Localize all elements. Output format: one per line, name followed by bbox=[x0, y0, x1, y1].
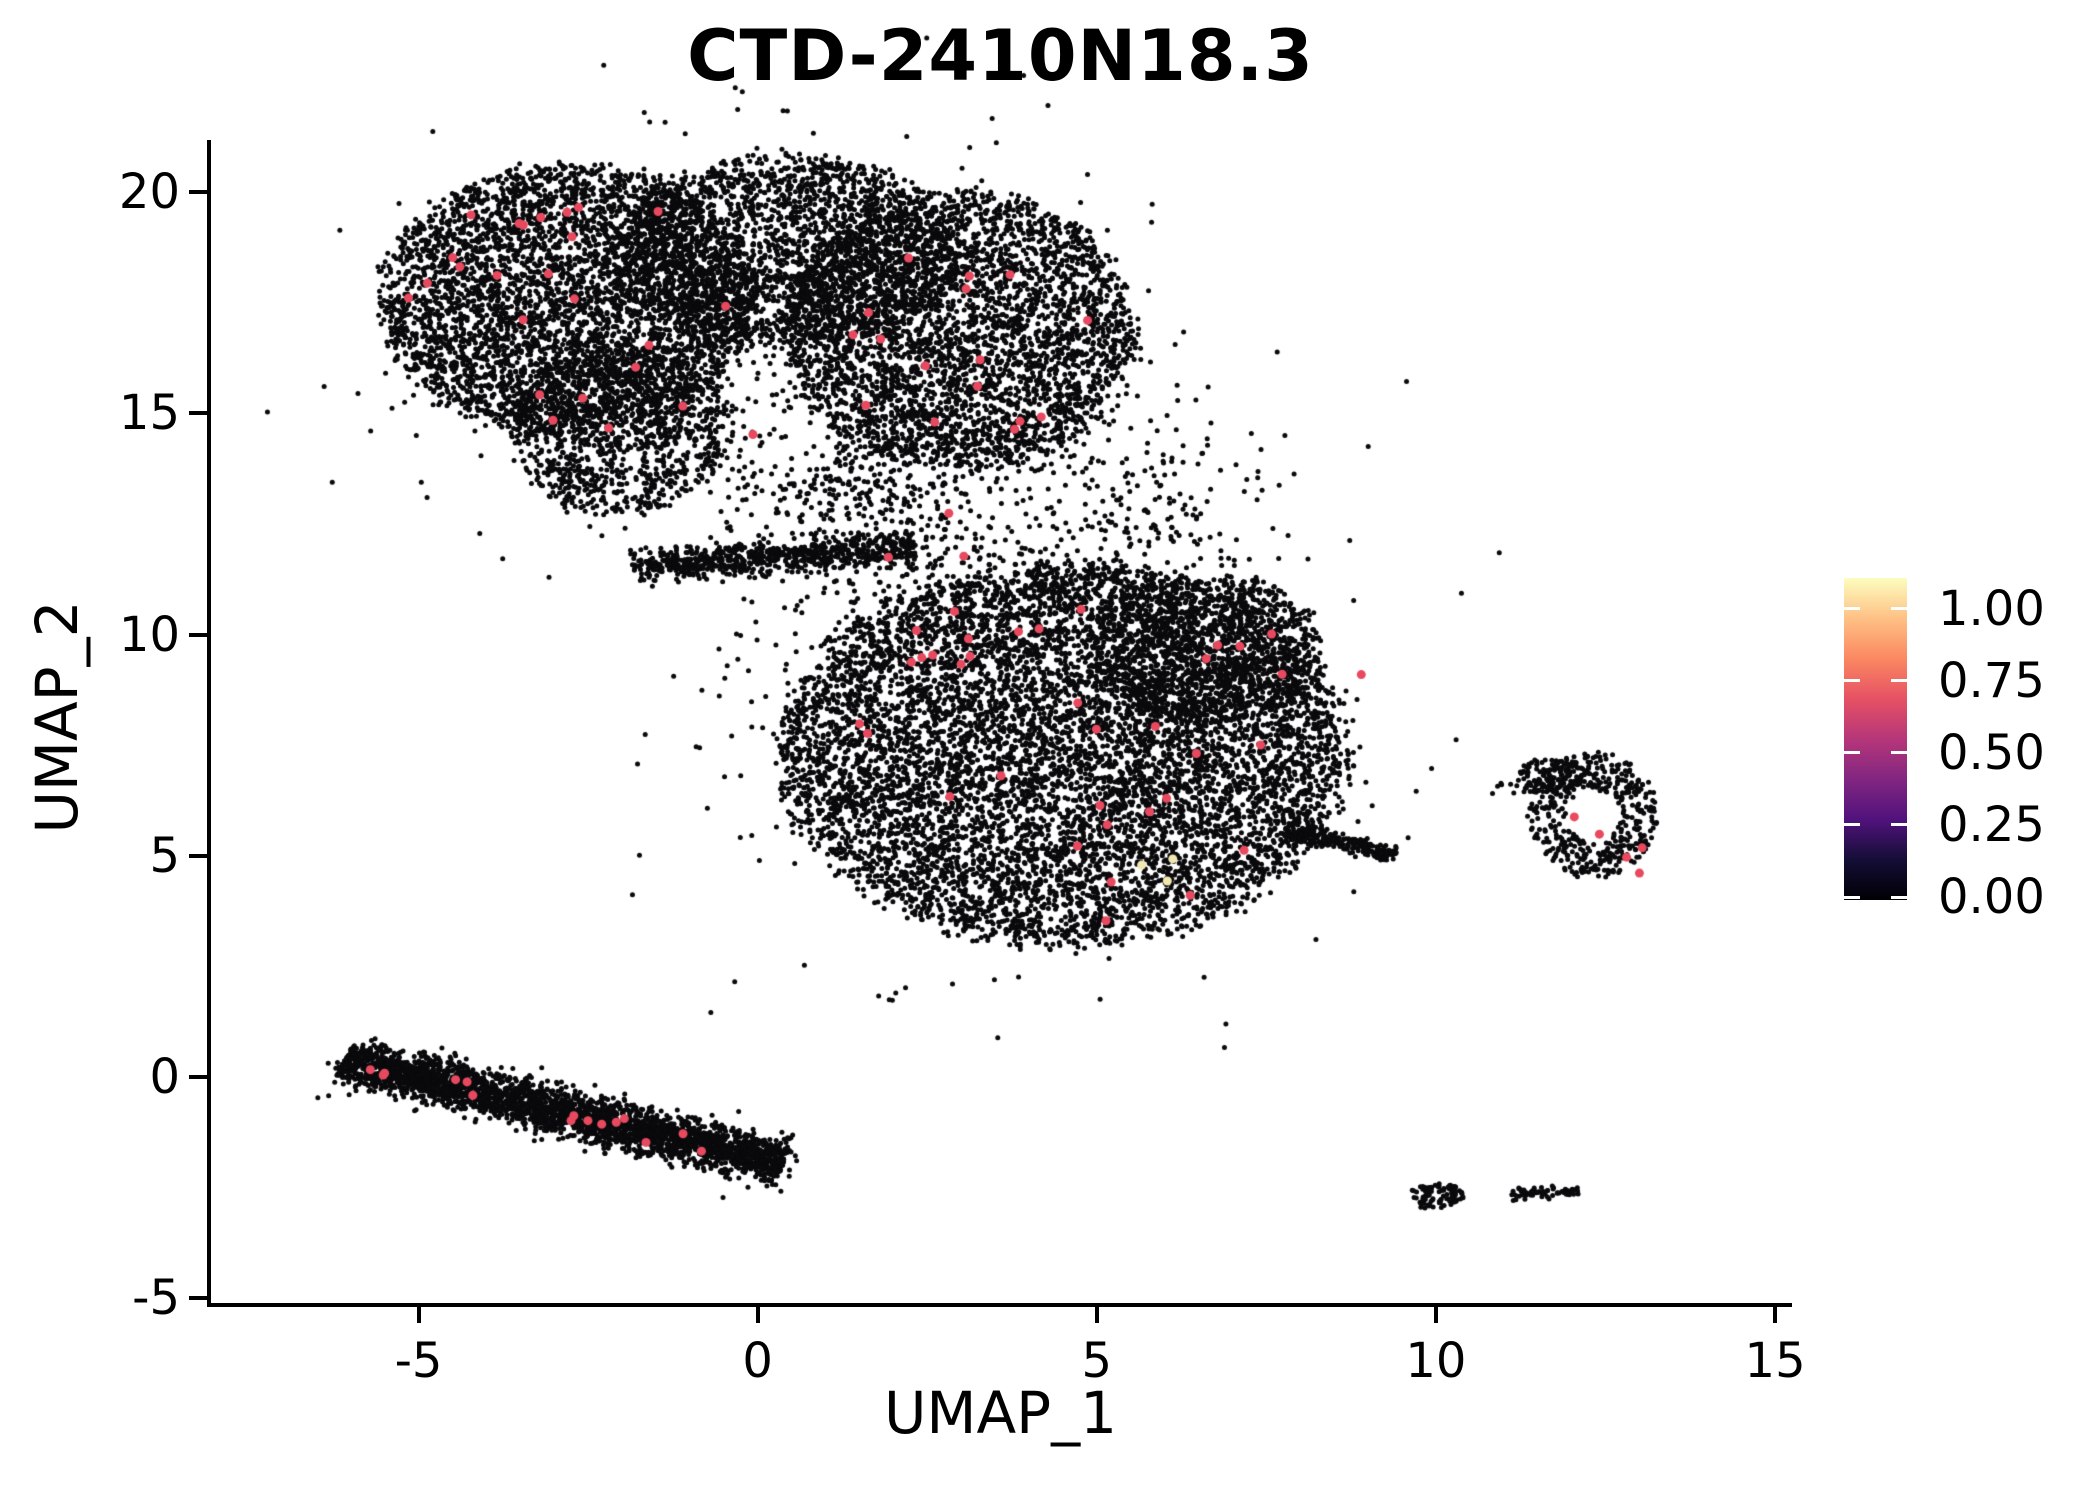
x-tick-mark bbox=[1433, 1305, 1438, 1323]
y-tick-label: 15 bbox=[118, 385, 180, 442]
colorbar-tick-mark bbox=[1891, 895, 1907, 899]
x-tick-label: 0 bbox=[742, 1333, 773, 1389]
x-axis-title: UMAP_1 bbox=[883, 1379, 1118, 1447]
x-axis-line bbox=[207, 1303, 1792, 1307]
y-tick-label: 20 bbox=[118, 164, 180, 220]
colorbar-tick-label: 0.75 bbox=[1938, 652, 2045, 709]
colorbar bbox=[1844, 578, 1907, 900]
colorbar-tick-label: 0.00 bbox=[1938, 869, 2045, 925]
colorbar-tick-mark bbox=[1844, 679, 1860, 683]
y-tick-mark bbox=[189, 632, 207, 637]
x-tick-label: 5 bbox=[1081, 1333, 1113, 1389]
x-tick-label: 15 bbox=[1744, 1333, 1806, 1389]
colorbar-tick-mark bbox=[1844, 607, 1860, 611]
colorbar-tick-mark bbox=[1891, 607, 1907, 611]
y-tick-label: -5 bbox=[132, 1270, 180, 1327]
y-tick-mark bbox=[189, 1075, 207, 1080]
colorbar-tick-mark bbox=[1844, 751, 1860, 755]
y-tick-label: 10 bbox=[118, 606, 180, 663]
y-tick-label: 5 bbox=[149, 827, 180, 884]
colorbar-tick-mark bbox=[1891, 823, 1907, 827]
plot-title: CTD-2410N18.3 bbox=[687, 15, 1314, 97]
x-tick-mark bbox=[1773, 1305, 1778, 1323]
y-axis-line bbox=[207, 140, 211, 1307]
x-tick-mark bbox=[416, 1305, 421, 1323]
colorbar-tick-label: 0.50 bbox=[1938, 724, 2045, 781]
y-tick-mark bbox=[189, 411, 207, 416]
y-tick-label: 0 bbox=[149, 1049, 180, 1106]
x-tick-label: -5 bbox=[394, 1333, 443, 1389]
y-tick-mark bbox=[189, 1296, 207, 1301]
colorbar-tick-label: 0.25 bbox=[1938, 796, 2045, 853]
colorbar-tick-mark bbox=[1844, 895, 1860, 899]
colorbar-tick-mark bbox=[1891, 751, 1907, 755]
y-axis-title: UMAP_2 bbox=[23, 600, 91, 834]
y-tick-mark bbox=[189, 190, 207, 194]
colorbar-tick-mark bbox=[1891, 679, 1907, 683]
colorbar-tick-label: 1.00 bbox=[1938, 580, 2045, 637]
colorbar-tick-mark bbox=[1844, 823, 1860, 827]
x-tick-label: 10 bbox=[1405, 1333, 1467, 1389]
y-tick-mark bbox=[189, 853, 207, 858]
x-tick-mark bbox=[755, 1305, 760, 1323]
x-tick-mark bbox=[1094, 1305, 1099, 1323]
